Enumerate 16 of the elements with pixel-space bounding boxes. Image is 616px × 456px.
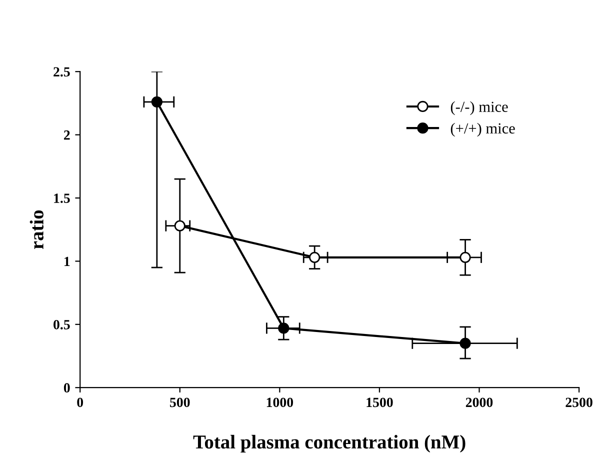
y-tick-label: 1.5 — [54, 194, 70, 204]
x-tick-label: 2500 — [566, 398, 592, 408]
x-tick-label: 0 — [77, 398, 84, 408]
x-tick-label: 2000 — [466, 398, 493, 408]
legend-label: (+/+) mice — [450, 122, 515, 137]
x-tick-label: 1000 — [266, 398, 294, 408]
y-tick-label: 2.5 — [54, 67, 70, 77]
x-tick-label: 1500 — [366, 398, 393, 408]
legend-label: (-/-) mice — [450, 101, 508, 116]
x-axis-title: Total plasma concentration (nM) — [193, 434, 466, 453]
y-tick-label: 0 — [64, 383, 70, 393]
y-tick-label: 0.5 — [54, 320, 70, 330]
y-tick-label: 1 — [64, 256, 70, 266]
y-tick-label: 2 — [64, 130, 70, 140]
y-axis-title: ratio — [30, 210, 44, 250]
x-tick-label: 500 — [170, 398, 190, 408]
